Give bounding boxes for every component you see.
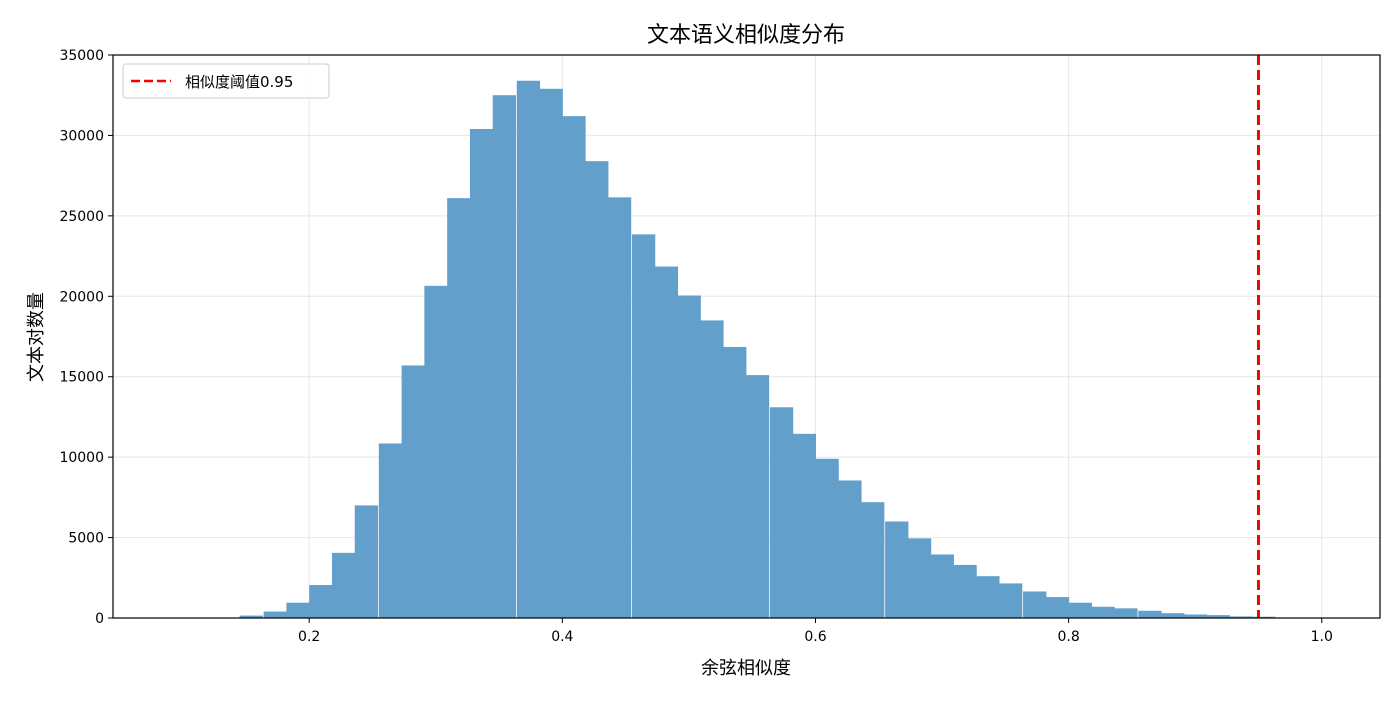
histogram-bar <box>402 365 425 618</box>
histogram-bar <box>976 576 999 618</box>
histogram-bar <box>655 267 678 618</box>
histogram-bar <box>1114 608 1137 618</box>
histogram-bar <box>332 553 355 618</box>
histogram-bar <box>700 320 723 618</box>
histogram-bar <box>470 129 493 618</box>
histogram-bar <box>1091 607 1114 618</box>
histogram-bar <box>424 286 447 618</box>
histogram-bar <box>746 375 769 618</box>
histogram-bar <box>1161 613 1184 618</box>
y-tick-label: 5000 <box>68 531 104 547</box>
histogram-bar <box>838 480 861 618</box>
histogram-bar <box>632 234 655 618</box>
histogram-bar <box>678 295 701 618</box>
histogram-bar <box>309 585 332 618</box>
y-axis-ticks: 0 5000 10000 15000 20000 25000 30000 35000 <box>59 48 113 627</box>
histogram-bar <box>355 505 378 618</box>
y-tick-label: 10000 <box>59 450 104 466</box>
histogram-bar <box>447 198 470 618</box>
y-tick-label: 35000 <box>59 48 104 64</box>
histogram-bar <box>517 81 540 618</box>
legend-threshold-label: 相似度阈值0.95 <box>185 73 293 91</box>
histogram-bar <box>608 197 631 618</box>
histogram-bar <box>908 538 931 618</box>
histogram-bar <box>861 502 884 618</box>
histogram-bar <box>562 116 585 618</box>
histogram-bar <box>540 89 563 618</box>
x-tick-label: 0.6 <box>804 629 826 645</box>
x-axis-label: 余弦相似度 <box>701 658 791 679</box>
y-axis-label: 文本对数量 <box>26 292 47 382</box>
y-tick-label: 25000 <box>59 209 104 225</box>
histogram-bar <box>931 554 954 618</box>
x-tick-label: 0.2 <box>298 629 320 645</box>
histogram-bar <box>1138 611 1161 618</box>
y-tick-label: 15000 <box>59 370 104 386</box>
legend: 相似度阈值0.95 <box>123 64 329 98</box>
x-tick-label: 0.8 <box>1057 629 1079 645</box>
histogram-bar <box>815 459 838 618</box>
histogram-bar <box>1023 591 1046 618</box>
x-tick-label: 0.4 <box>551 629 573 645</box>
histogram-bar <box>770 407 793 618</box>
histogram-bar <box>286 603 309 618</box>
histogram-bar <box>885 521 908 618</box>
histogram-bar <box>379 443 402 618</box>
y-tick-label: 30000 <box>59 128 104 144</box>
histogram-bar <box>793 434 816 618</box>
x-tick-label: 1.0 <box>1311 629 1333 645</box>
x-axis-ticks: 0.2 0.4 0.6 0.8 1.0 <box>298 618 1333 645</box>
y-tick-label: 0 <box>95 611 104 627</box>
histogram-bar <box>264 612 287 618</box>
histogram-bar <box>723 347 746 618</box>
chart-title: 文本语义相似度分布 <box>647 23 845 48</box>
histogram-bar <box>1046 597 1069 618</box>
histogram-bar <box>999 583 1022 618</box>
histogram-bar <box>493 95 516 618</box>
histogram-bar <box>953 565 976 618</box>
y-tick-label: 20000 <box>59 289 104 305</box>
histogram-bar <box>1069 603 1092 618</box>
histogram-bar <box>585 161 608 618</box>
